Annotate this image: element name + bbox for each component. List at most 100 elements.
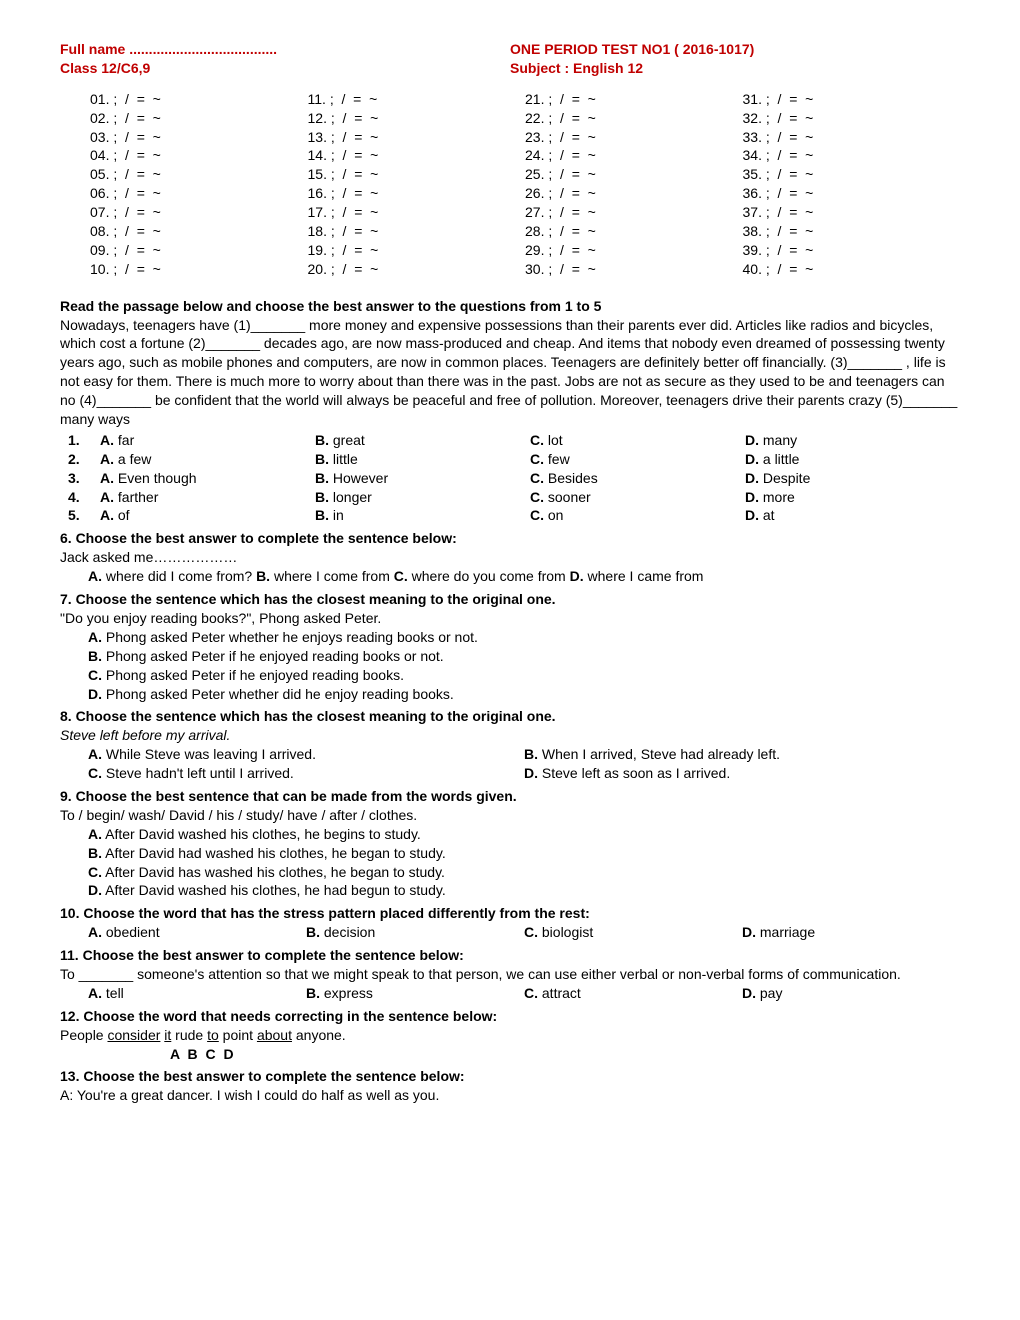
q7-line: "Do you enjoy reading books?", Phong ask… <box>60 609 960 628</box>
q10: 10. Choose the word that has the stress … <box>60 904 960 942</box>
q6: 6. Choose the best answer to complete th… <box>60 529 960 586</box>
mc-option: D. a little <box>745 450 960 469</box>
q13-prompt: 13. Choose the best answer to complete t… <box>60 1068 465 1084</box>
answer-line: 06. ; / = ~ <box>90 184 308 203</box>
q8-a: A. While Steve was leaving I arrived. <box>60 745 524 764</box>
q10-d: D. marriage <box>742 923 960 942</box>
q9: 9. Choose the best sentence that can be … <box>60 787 960 900</box>
answer-line: 40. ; / = ~ <box>743 260 961 279</box>
answer-line: 32. ; / = ~ <box>743 109 961 128</box>
answer-line: 02. ; / = ~ <box>90 109 308 128</box>
answer-line: 21. ; / = ~ <box>525 90 743 109</box>
q7-b: B. Phong asked Peter if he enjoyed readi… <box>60 647 960 666</box>
q7-c: C. Phong asked Peter if he enjoyed readi… <box>60 666 960 685</box>
answer-line: 07. ; / = ~ <box>90 203 308 222</box>
mc-table: 1.A. farB. greatC. lotD. many2.A. a fewB… <box>60 431 960 525</box>
q11-a: A. tell <box>60 984 306 1003</box>
q12: 12. Choose the word that needs correctin… <box>60 1007 960 1064</box>
q11-line: To _______ someone's attention so that w… <box>60 965 960 984</box>
answer-line: 14. ; / = ~ <box>308 146 526 165</box>
answer-line: 10. ; / = ~ <box>90 260 308 279</box>
answer-line: 24. ; / = ~ <box>525 146 743 165</box>
q8-b: B. When I arrived, Steve had already lef… <box>524 745 960 764</box>
answer-line: 36. ; / = ~ <box>743 184 961 203</box>
header-right: ONE PERIOD TEST NO1 ( 2016-1017) Subject… <box>510 40 960 78</box>
q6-line: Jack asked me……………… <box>60 548 960 567</box>
q11-prompt: 11. Choose the best answer to complete t… <box>60 947 464 963</box>
answer-line: 03. ; / = ~ <box>90 128 308 147</box>
class-label: Class 12/C6,9 <box>60 59 510 78</box>
q13-line: A: You're a great dancer. I wish I could… <box>60 1086 960 1105</box>
q7: 7. Choose the sentence which has the clo… <box>60 590 960 703</box>
mc-option: A. a few <box>100 450 315 469</box>
answer-line: 29. ; / = ~ <box>525 241 743 260</box>
mc-option: A. Even though <box>100 469 315 488</box>
q11-c: C. attract <box>524 984 742 1003</box>
q10-b: B. decision <box>306 923 524 942</box>
subject-label: Subject : English 12 <box>510 59 960 78</box>
q10-a: A. obedient <box>60 923 306 942</box>
answer-line: 37. ; / = ~ <box>743 203 961 222</box>
q8-dot: . <box>552 708 556 724</box>
answer-line: 11. ; / = ~ <box>308 90 526 109</box>
answer-line: 17. ; / = ~ <box>308 203 526 222</box>
mc-option: C. few <box>530 450 745 469</box>
q9-prompt: 9. Choose the best sentence that can be … <box>60 788 517 804</box>
mc-option: D. Despite <box>745 469 960 488</box>
answer-line: 16. ; / = ~ <box>308 184 526 203</box>
mc-option: B. little <box>315 450 530 469</box>
mc-option: C. on <box>530 506 745 525</box>
q7-d: D. Phong asked Peter whether did he enjo… <box>60 685 960 704</box>
q8-prompt: 8. Choose the sentence which has the clo… <box>60 708 552 724</box>
answer-grid: 01. ; / = ~02. ; / = ~03. ; / = ~04. ; /… <box>60 90 960 279</box>
q8-line: Steve left before my arrival. <box>60 726 960 745</box>
q12-abcd: A B C D <box>60 1045 960 1064</box>
answer-line: 28. ; / = ~ <box>525 222 743 241</box>
answer-line: 13. ; / = ~ <box>308 128 526 147</box>
q7-a: A. Phong asked Peter whether he enjoys r… <box>60 628 960 647</box>
q6-prompt: 6. Choose the best answer to complete th… <box>60 530 457 546</box>
q9-b: B. After David had washed his clothes, h… <box>60 844 960 863</box>
answer-line: 01. ; / = ~ <box>90 90 308 109</box>
answer-line: 23. ; / = ~ <box>525 128 743 147</box>
q8: 8. Choose the sentence which has the clo… <box>60 707 960 783</box>
answer-line: 35. ; / = ~ <box>743 165 961 184</box>
mc-option: D. many <box>745 431 960 450</box>
q12-sentence: People consider it rude to point about a… <box>60 1026 960 1045</box>
q10-c: C. biologist <box>524 923 742 942</box>
answer-line: 34. ; / = ~ <box>743 146 961 165</box>
answer-line: 04. ; / = ~ <box>90 146 308 165</box>
q7-prompt: 7. Choose the sentence which has the clo… <box>60 591 556 607</box>
mc-option: B. great <box>315 431 530 450</box>
mc-option: C. sooner <box>530 488 745 507</box>
answer-line: 15. ; / = ~ <box>308 165 526 184</box>
answer-line: 08. ; / = ~ <box>90 222 308 241</box>
mc-option: C. Besides <box>530 469 745 488</box>
mc-option: C. lot <box>530 431 745 450</box>
answer-line: 25. ; / = ~ <box>525 165 743 184</box>
q9-d: D. After David washed his clothes, he ha… <box>60 881 960 900</box>
answer-line: 20. ; / = ~ <box>308 260 526 279</box>
q9-a: A. After David washed his clothes, he be… <box>60 825 960 844</box>
q8-d: D. Steve left as soon as I arrived. <box>524 764 960 783</box>
q13: 13. Choose the best answer to complete t… <box>60 1067 960 1105</box>
header-left: Full name ..............................… <box>60 40 510 78</box>
q12-prompt: 12. Choose the word that needs correctin… <box>60 1008 497 1024</box>
answer-line: 38. ; / = ~ <box>743 222 961 241</box>
test-title: ONE PERIOD TEST NO1 ( 2016-1017) <box>510 40 960 59</box>
answer-line: 31. ; / = ~ <box>743 90 961 109</box>
answer-line: 18. ; / = ~ <box>308 222 526 241</box>
q9-line: To / begin/ wash/ David / his / study/ h… <box>60 806 960 825</box>
answer-line: 19. ; / = ~ <box>308 241 526 260</box>
mc-option: A. farther <box>100 488 315 507</box>
q9-c: C. After David has washed his clothes, h… <box>60 863 960 882</box>
q6-opts-text: A. where did I come from? B. where I com… <box>88 568 703 584</box>
mc-option: A. of <box>100 506 315 525</box>
answer-line: 26. ; / = ~ <box>525 184 743 203</box>
mc-option: D. at <box>745 506 960 525</box>
q11-d: D. pay <box>742 984 960 1003</box>
answer-line: 30. ; / = ~ <box>525 260 743 279</box>
answer-line: 05. ; / = ~ <box>90 165 308 184</box>
section1-head: Read the passage below and choose the be… <box>60 297 960 316</box>
mc-option: B. longer <box>315 488 530 507</box>
